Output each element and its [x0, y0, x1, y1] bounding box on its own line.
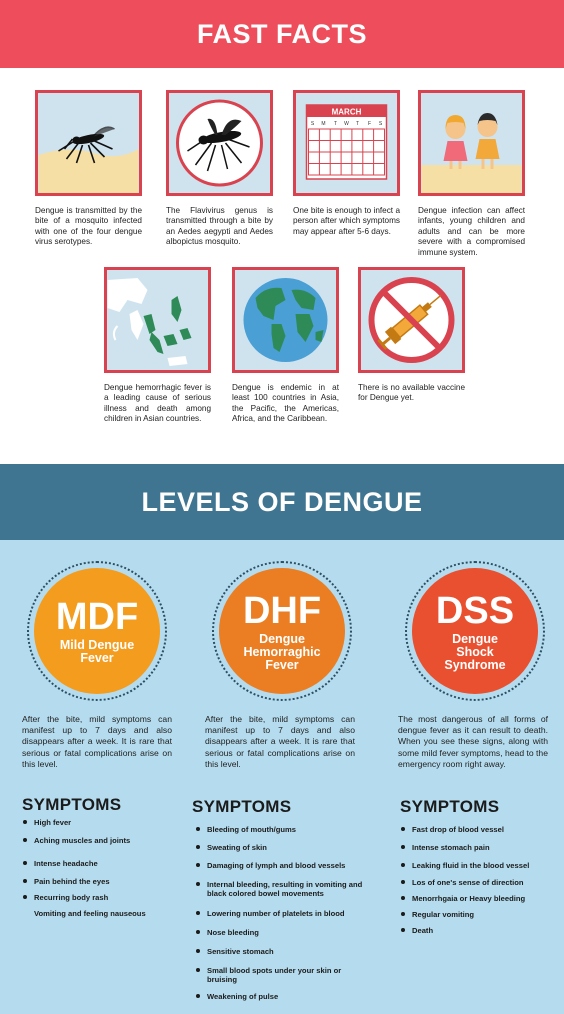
calendar-day-label: T [356, 121, 359, 127]
fact-text: Dengue infection can affect infants, you… [418, 206, 525, 257]
level-description: After the bite, mild symptoms can manife… [205, 714, 355, 769]
badge-abbr: MDF [55, 596, 139, 638]
fact-card: Dengue hemorrhagic fever is a leading ca… [104, 267, 211, 425]
mosquito-icon [166, 90, 273, 196]
symptom-item: Pain behind the eyes [23, 877, 174, 886]
symptom-item: Leaking fluid in the blood vessel [401, 861, 562, 870]
fact-text: Dengue is endemic in at least 100 countr… [232, 383, 339, 424]
symptom-item: Sweating of skin [196, 843, 367, 852]
fast-facts-title: FAST FACTS [196, 18, 367, 49]
badge-ring [27, 561, 167, 701]
level-description: After the bite, mild symptoms can manife… [22, 714, 172, 769]
dss-badge: DSS Dengue Shock Syndrome [412, 568, 538, 694]
symptom-item: Weakening of pulse [196, 992, 367, 1001]
badge-full-name: Dengue Shock Syndrome [444, 631, 506, 672]
symptom-item: Vomiting and feeling nauseous [34, 909, 146, 918]
levels-header: LEVELS OF DENGUE [0, 464, 564, 540]
fact-text: The Flavivirus genus is transmitted thro… [166, 206, 273, 247]
symptom-item: Intense headache [23, 859, 174, 868]
fast-facts-header: FAST FACTS [0, 0, 564, 68]
symptom-item: Aching muscles and joints [23, 836, 174, 845]
calendar-day-label: F [368, 121, 371, 127]
symptom-item: Los of one's sense of direction [401, 878, 562, 887]
children-icon [418, 90, 525, 196]
symptoms-title: SYMPTOMS [400, 797, 500, 816]
symptom-item: Fast drop of blood vessel [401, 825, 562, 834]
symptom-item: Regular vomiting [401, 910, 562, 919]
asia-map-icon [104, 267, 211, 373]
fact-card: Dengue is endemic in at least 100 countr… [232, 267, 339, 425]
symptom-item: Small blood spots under your skin or bru… [196, 966, 357, 984]
symptom-item: Internal bleeding, resulting in vomiting… [196, 880, 367, 898]
fact-card: MARCH S M T W T F S One bite is enough t… [293, 90, 400, 237]
fact-text: Dengue is transmitted by the bite of a m… [35, 206, 142, 247]
no-vaccine-icon [358, 267, 465, 373]
fact-text: There is no available vaccine for Dengue… [358, 383, 465, 403]
symptom-item: Death [401, 926, 562, 935]
symptom-item: Lowering number of platelets in blood [196, 909, 377, 918]
calendar-month: MARCH [332, 108, 362, 117]
calendar-day-label: S [379, 121, 383, 127]
fact-card: The Flavivirus genus is transmitted thro… [166, 90, 273, 248]
symptoms-title: SYMPTOMS [22, 795, 122, 814]
fact-text: One bite is enough to infect a person af… [293, 206, 400, 236]
level-description: The most dangerous of all forms of dengu… [398, 714, 548, 769]
fact-text: Dengue hemorrhagic fever is a leading ca… [104, 383, 211, 424]
symptom-item: Damaging of lymph and blood vessels [196, 861, 377, 870]
calendar-day-label: W [344, 121, 349, 127]
badge-full-name: Dengue Hemorraghic Fever [243, 631, 321, 672]
symptom-item: Sensitive stomach [196, 947, 367, 956]
dhf-badge: DHF Dengue Hemorraghic Fever [219, 568, 345, 694]
symptoms-title: SYMPTOMS [192, 797, 292, 816]
symptom-item: Intense stomach pain [401, 843, 562, 852]
symptom-item: Recurring body rash [23, 893, 174, 902]
levels-title: LEVELS OF DENGUE [141, 486, 423, 517]
fact-card: Dengue is transmitted by the bite of a m… [35, 90, 142, 248]
calendar-day-label: S [311, 121, 315, 127]
calendar-day-label: T [334, 121, 337, 127]
badge-abbr: DSS [435, 589, 515, 632]
fact-card: There is no available vaccine for Dengue… [358, 267, 465, 404]
symptom-item: Nose bleeding [196, 928, 367, 937]
badge-ring [405, 561, 545, 701]
calendar-day-label: M [321, 121, 325, 127]
mdf-badge: MDF Mild Dengue Fever [34, 568, 160, 694]
calendar-icon: MARCH S M T W T F S [293, 90, 400, 196]
badge-ring [212, 561, 352, 701]
fact-card: Dengue infection can affect infants, you… [418, 90, 525, 258]
badge-full-name: Mild Dengue Fever [59, 638, 135, 665]
symptom-item: High fever [23, 818, 174, 827]
globe-icon [232, 267, 339, 373]
symptom-item: Menorrhgaia or Heavy bleeding [401, 894, 562, 903]
mosquito-on-skin-icon [35, 90, 142, 196]
badge-abbr: DHF [242, 589, 322, 632]
symptom-item: Bleeding of mouth/gums [196, 825, 367, 834]
